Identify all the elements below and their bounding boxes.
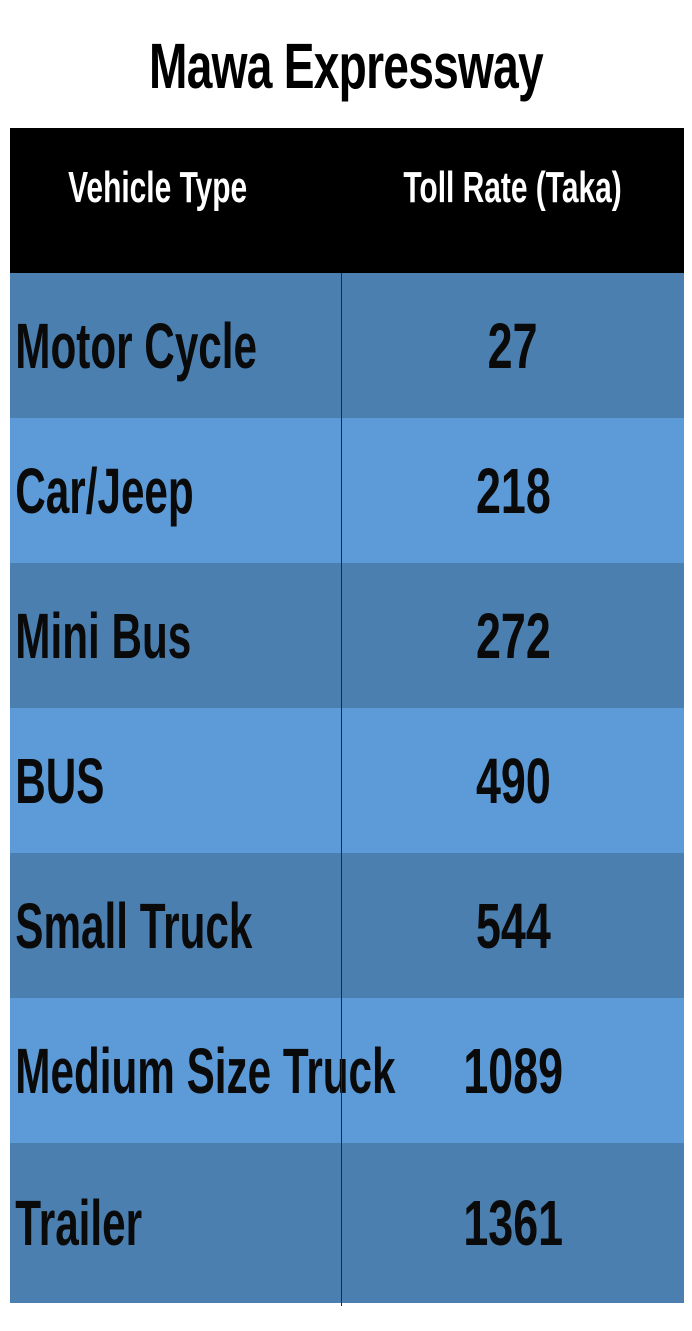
table-row: Small Truck 544 bbox=[10, 853, 684, 998]
toll-rate-cell: 27 bbox=[342, 273, 684, 418]
toll-rate-value: 1089 bbox=[463, 1034, 563, 1107]
table-row: BUS 490 bbox=[10, 708, 684, 853]
table-body: Motor Cycle 27 Car/Jeep 218 Mini Bus 272 BUS 49… bbox=[10, 273, 684, 1303]
toll-rate-value: 1361 bbox=[463, 1187, 563, 1259]
vehicle-type-label: Motor Cycle bbox=[15, 309, 258, 382]
vehicle-type-cell: Small Truck bbox=[10, 853, 341, 998]
table-row: Mini Bus 272 bbox=[10, 563, 684, 708]
vehicle-type-cell: Motor Cycle bbox=[10, 273, 341, 418]
vehicle-type-cell: Mini Bus bbox=[10, 563, 341, 708]
table-header: Vehicle Type Toll Rate (Taka) bbox=[10, 128, 684, 273]
toll-rate-value: 27 bbox=[488, 309, 538, 382]
table-row: Motor Cycle 27 bbox=[10, 273, 684, 418]
toll-rate-cell: 544 bbox=[342, 853, 684, 998]
toll-rate-cell: 218 bbox=[342, 418, 684, 563]
table-row: Trailer 1361 bbox=[10, 1143, 684, 1303]
vehicle-type-label: Medium Size Truck bbox=[15, 1034, 396, 1107]
column-divider bbox=[341, 273, 342, 1306]
table-row: Medium Size Truck 1089 bbox=[10, 998, 684, 1143]
column-header-vehicle-type: Vehicle Type bbox=[68, 163, 248, 212]
toll-rate-value: 544 bbox=[475, 889, 551, 962]
page-title: Mawa Expressway bbox=[149, 30, 544, 102]
toll-rate-cell: 272 bbox=[342, 563, 684, 708]
toll-rate-cell: 490 bbox=[342, 708, 684, 853]
table-row: Car/Jeep 218 bbox=[10, 418, 684, 563]
vehicle-type-label: Mini Bus bbox=[15, 599, 192, 672]
vehicle-type-cell: BUS bbox=[10, 708, 341, 853]
toll-table: Vehicle Type Toll Rate (Taka) Motor Cycl… bbox=[10, 128, 684, 1306]
vehicle-type-label: BUS bbox=[15, 744, 105, 817]
vehicle-type-label: Trailer bbox=[15, 1187, 143, 1259]
vehicle-type-label: Small Truck bbox=[15, 889, 253, 962]
toll-rate-value: 218 bbox=[475, 454, 551, 527]
toll-rate-value: 490 bbox=[475, 744, 551, 817]
toll-rate-value: 272 bbox=[475, 599, 551, 672]
toll-rate-cell: 1089 bbox=[342, 998, 684, 1143]
vehicle-type-label: Car/Jeep bbox=[15, 454, 194, 527]
vehicle-type-cell: Medium Size Truck bbox=[10, 998, 395, 1143]
column-header-toll-rate: Toll Rate (Taka) bbox=[403, 163, 623, 212]
toll-rate-cell: 1361 bbox=[342, 1143, 684, 1303]
vehicle-type-cell: Trailer bbox=[10, 1143, 341, 1303]
vehicle-type-cell: Car/Jeep bbox=[10, 418, 341, 563]
